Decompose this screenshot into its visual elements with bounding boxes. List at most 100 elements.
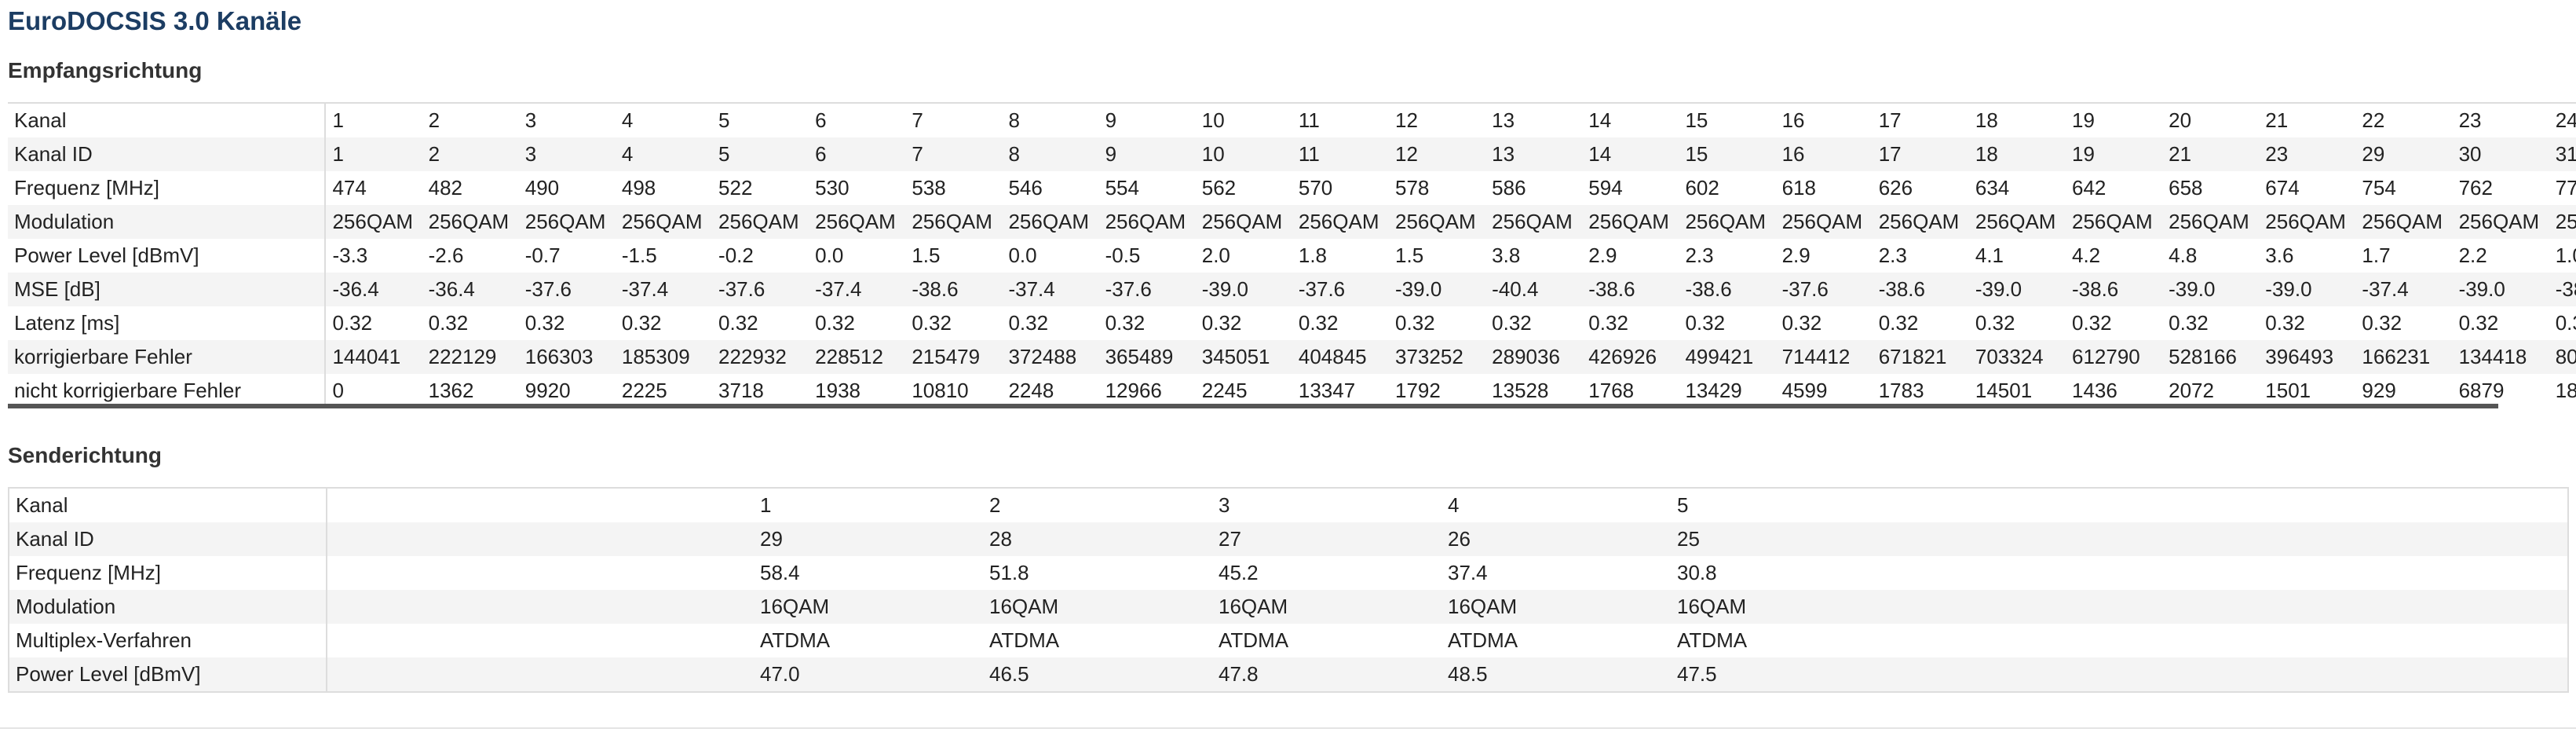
table-row: Latenz [ms] 0.32 0.32 0.32 0.32 0.32 0.32 0.32 0… xyxy=(8,306,2576,340)
table-cell: 10 xyxy=(1201,108,1225,132)
table-cell: 47.8 xyxy=(1212,657,1441,691)
spacer-cell xyxy=(327,489,754,522)
table-cell: 134418 xyxy=(2452,340,2549,374)
table-cell: 256QAM xyxy=(1679,205,1776,239)
table-cell: 3 xyxy=(524,108,537,132)
table-cell: 256QAM xyxy=(1195,205,1292,239)
table-cell: 570 xyxy=(1298,176,1333,200)
row-label: Power Level [dBmV] xyxy=(8,239,327,273)
table-row: Power Level [dBmV] 47.0 46.5 47.8 48.5 47.5 xyxy=(9,657,2567,691)
table-cell: 256QAM xyxy=(518,205,616,239)
row-label: Multiplex-Verfahren xyxy=(9,624,327,657)
table-cell: -39.0 xyxy=(1195,273,1292,306)
table-cell: 1938 xyxy=(815,379,861,402)
table-cell: 3 xyxy=(1219,493,1230,517)
table-cell: 0.32 xyxy=(621,311,662,335)
table-cell: -3.3 xyxy=(332,244,368,267)
table-cell: 256QAM xyxy=(1775,205,1873,239)
table-cell: -39.0 xyxy=(1389,273,1486,306)
table-cell: 0.0 xyxy=(1008,244,1037,267)
row-label: nicht korrigierbare Fehler xyxy=(8,374,327,408)
table-cell: 4.2 xyxy=(2072,244,2101,267)
table-cell: 562 xyxy=(1201,176,1237,200)
table-cell: -39.0 xyxy=(1968,273,2066,306)
table-cell: 256QAM xyxy=(1292,205,1390,239)
table-cell: 256QAM xyxy=(1485,205,1583,239)
table-cell: -37.4 xyxy=(809,273,906,306)
table-cell: 1 xyxy=(760,493,772,517)
table-cell: 13 xyxy=(1485,137,1583,171)
table-cell: ATDMA xyxy=(989,628,1060,652)
table-cell: ATDMA xyxy=(1677,628,1748,652)
table-cell: 474 xyxy=(332,176,367,200)
table-row: Multiplex-Verfahren ATDMA ATDMA ATDMA ATDMA A… xyxy=(9,624,2567,657)
table-cell: -37.4 xyxy=(1002,273,1099,306)
table-cell: 14 xyxy=(1582,137,1679,171)
table-cell: 18 xyxy=(2555,379,2576,402)
table-row: Frequenz [MHz] 474 482 490 498 522 530 538 546 55… xyxy=(8,171,2576,205)
table-cell: -38.6 xyxy=(1582,273,1679,306)
table-cell: 1501 xyxy=(2265,379,2311,402)
table-cell: -38.6 xyxy=(905,273,1003,306)
table-cell: 0.32 xyxy=(332,311,373,335)
table-cell: ATDMA xyxy=(1219,628,1289,652)
spacer-cell xyxy=(1900,522,2567,556)
table-cell: 0.32 xyxy=(524,311,565,335)
table-cell: 522 xyxy=(718,176,753,200)
table-cell: 12966 xyxy=(1105,379,1162,402)
row-label: Power Level [dBmV] xyxy=(9,657,327,691)
table-cell: -0.2 xyxy=(718,244,754,267)
table-cell: -37.6 xyxy=(1292,273,1390,306)
table-cell: 16QAM xyxy=(983,590,1212,624)
table-cell: 396493 xyxy=(2259,340,2356,374)
table-cell: 37.4 xyxy=(1448,561,1488,584)
table-cell: -38.6 xyxy=(1872,273,1969,306)
table-cell: 256QAM xyxy=(2452,205,2549,239)
table-cell: 4 xyxy=(1448,493,1460,517)
table-cell: 0.32 xyxy=(2169,311,2209,335)
table-cell: 7 xyxy=(912,108,923,132)
upstream-table: Kanal 1 2 3 4 5 Kanal ID 29 28 27 26 25 Frequenz [MH… xyxy=(9,489,2567,691)
table-cell: 0.32 xyxy=(2362,311,2402,335)
table-cell: -39.0 xyxy=(2259,273,2356,306)
table-cell: 27 xyxy=(1212,522,1441,556)
table-cell: 3.6 xyxy=(2265,244,2294,267)
table-cell: 18 xyxy=(1968,137,2066,171)
scrollbar[interactable] xyxy=(8,404,2498,408)
spacer-cell xyxy=(1900,489,2567,522)
table-cell: 586 xyxy=(1492,176,1526,200)
table-cell: 21 xyxy=(2162,137,2260,171)
table-cell: -1.5 xyxy=(621,244,657,267)
table-cell: 13 xyxy=(1492,108,1515,132)
downstream-table-wrap: Kanal 1 2 3 4 5 6 7 8 9 10 11 12 13 14 15 16 17 18 19 20 21 22… xyxy=(8,102,2576,412)
table-cell: 0.32 xyxy=(1105,311,1145,335)
spacer-cell xyxy=(327,522,754,556)
row-label: Frequenz [MHz] xyxy=(8,171,327,205)
table-cell: 754 xyxy=(2362,176,2396,200)
table-cell: 29 xyxy=(2355,137,2453,171)
table-cell: 642 xyxy=(2072,176,2106,200)
table-cell: 618 xyxy=(1781,176,1816,200)
table-cell: 256QAM xyxy=(1872,205,1969,239)
table-cell: 23 xyxy=(2259,137,2356,171)
table-cell: -0.5 xyxy=(1105,244,1141,267)
table-cell: 256QAM xyxy=(2355,205,2453,239)
downstream-table: Kanal 1 2 3 4 5 6 7 8 9 10 11 12 13 14 15 16 17 18 19 20 21 22… xyxy=(8,104,2576,408)
table-cell: 12 xyxy=(1389,137,1486,171)
table-cell: 24 xyxy=(2555,108,2576,132)
table-cell: 762 xyxy=(2458,176,2493,200)
table-cell: 16QAM xyxy=(1212,590,1441,624)
table-cell: 0.32 xyxy=(1008,311,1049,335)
table-cell: 16QAM xyxy=(1671,590,1900,624)
table-cell: 1 xyxy=(332,108,344,132)
table-cell: 0.32 xyxy=(912,311,952,335)
table-cell: 13429 xyxy=(1685,379,1742,402)
table-cell: 256QAM xyxy=(1968,205,2066,239)
table-cell: 365489 xyxy=(1098,340,1196,374)
table-cell: 0.32 xyxy=(1588,311,1628,335)
table-cell: 28 xyxy=(983,522,1212,556)
table-cell: 2248 xyxy=(1008,379,1054,402)
table-cell: 3 xyxy=(518,137,616,171)
table-cell: 0.0 xyxy=(815,244,844,267)
table-cell: 47.5 xyxy=(1671,657,1900,691)
